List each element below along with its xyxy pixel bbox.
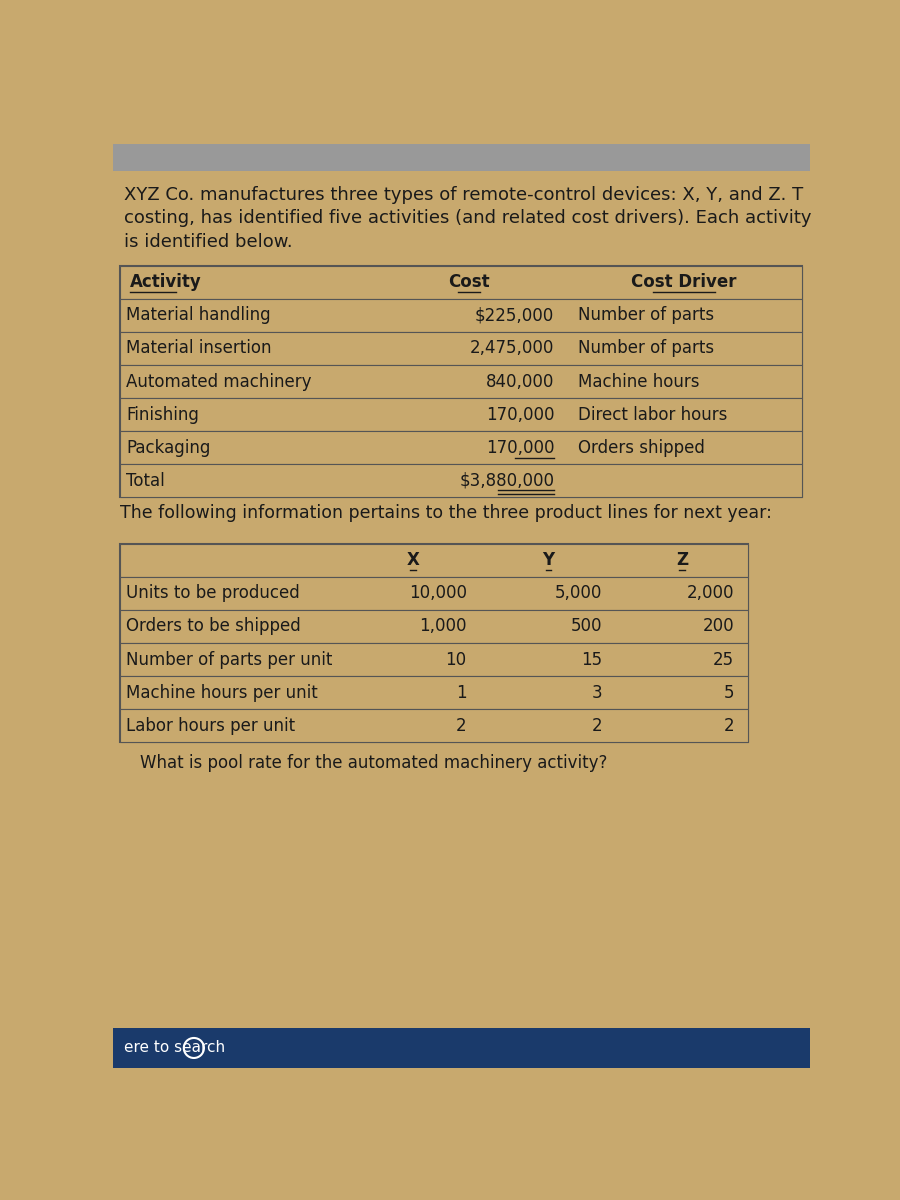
Text: 1: 1 (456, 684, 467, 702)
Text: 2: 2 (591, 716, 602, 734)
Text: $225,000: $225,000 (475, 306, 554, 324)
Text: Number of parts per unit: Number of parts per unit (126, 650, 333, 668)
Text: Automated machinery: Automated machinery (126, 372, 312, 390)
Bar (112, 144, 810, 170)
Text: $3,880,000: $3,880,000 (459, 472, 554, 490)
Text: 3: 3 (591, 684, 602, 702)
Text: is identified below.: is identified below. (124, 233, 292, 251)
Text: Z: Z (676, 551, 688, 569)
Text: 2,000: 2,000 (687, 584, 734, 602)
Text: Units to be produced: Units to be produced (126, 584, 301, 602)
Bar (121, 676, 748, 709)
Text: Orders shipped: Orders shipped (578, 439, 705, 457)
Bar (121, 544, 748, 577)
Text: XYZ Co. manufactures three types of remote-control devices: X, Y, and Z. T: XYZ Co. manufactures three types of remo… (124, 186, 804, 204)
Text: Machine hours per unit: Machine hours per unit (126, 684, 319, 702)
Text: Material insertion: Material insertion (126, 340, 272, 358)
Text: Finishing: Finishing (126, 406, 199, 424)
Text: Cost Driver: Cost Driver (631, 274, 737, 292)
Bar (121, 464, 802, 498)
Text: Cost: Cost (448, 274, 490, 292)
Text: 200: 200 (702, 618, 734, 636)
Text: Y: Y (543, 551, 554, 569)
Text: 1,000: 1,000 (419, 618, 467, 636)
Text: ere to search: ere to search (124, 1040, 225, 1056)
Text: 2: 2 (724, 716, 734, 734)
Text: costing, has identified five activities (and related cost drivers). Each activit: costing, has identified five activities … (124, 210, 812, 228)
Text: 5,000: 5,000 (555, 584, 602, 602)
Text: Total: Total (126, 472, 166, 490)
Bar (121, 365, 802, 398)
Text: The following information pertains to the three product lines for next year:: The following information pertains to th… (121, 504, 772, 522)
Bar (121, 398, 802, 431)
Text: 2,475,000: 2,475,000 (470, 340, 554, 358)
Bar (121, 709, 748, 743)
Text: 10: 10 (446, 650, 467, 668)
Text: 2: 2 (456, 716, 467, 734)
Bar (121, 610, 748, 643)
Text: 15: 15 (581, 650, 602, 668)
Text: 500: 500 (571, 618, 602, 636)
Text: 10,000: 10,000 (409, 584, 467, 602)
Text: 5: 5 (724, 684, 734, 702)
Text: Direct labor hours: Direct labor hours (578, 406, 727, 424)
Text: 170,000: 170,000 (486, 406, 554, 424)
Text: What is pool rate for the automated machinery activity?: What is pool rate for the automated mach… (140, 754, 607, 772)
Text: 25: 25 (713, 650, 734, 668)
Bar (112, 1028, 810, 1068)
Text: Activity: Activity (130, 274, 202, 292)
Text: Material handling: Material handling (126, 306, 271, 324)
Text: Orders to be shipped: Orders to be shipped (126, 618, 302, 636)
Text: Packaging: Packaging (126, 439, 211, 457)
Bar (121, 332, 802, 365)
Text: Machine hours: Machine hours (578, 372, 699, 390)
Bar (121, 643, 748, 676)
Text: 170,000: 170,000 (486, 439, 554, 457)
Text: 840,000: 840,000 (486, 372, 554, 390)
Text: X: X (407, 551, 419, 569)
Bar (121, 265, 802, 498)
Bar (121, 265, 802, 299)
Bar (121, 544, 748, 743)
Text: Number of parts: Number of parts (578, 306, 714, 324)
Bar (121, 299, 802, 332)
Text: Labor hours per unit: Labor hours per unit (126, 716, 295, 734)
Text: Number of parts: Number of parts (578, 340, 714, 358)
Bar (121, 431, 802, 464)
Bar (121, 577, 748, 610)
